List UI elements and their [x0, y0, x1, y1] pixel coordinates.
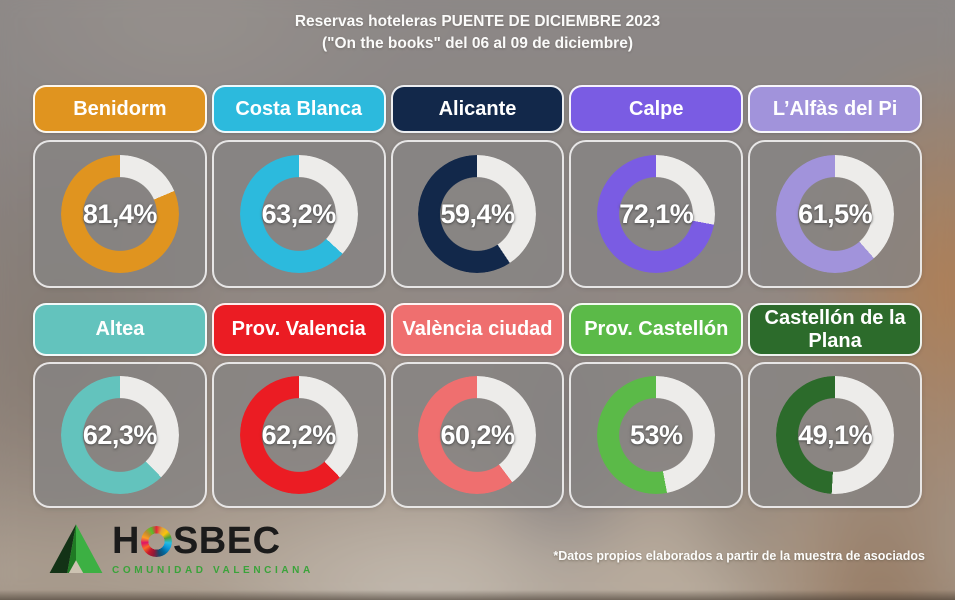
donut-card: 53%: [569, 362, 744, 508]
donut-chart: 61,5%: [776, 155, 895, 273]
donut-chart: 49,1%: [776, 376, 895, 494]
donut-ring: [239, 155, 358, 273]
donut-card: 63,2%: [211, 140, 386, 288]
donut-ring: [776, 376, 895, 494]
donut-card: 59,4%: [390, 140, 565, 288]
donut-card: 49,1%: [748, 362, 922, 508]
donut-ring: [418, 155, 537, 273]
donut-ring: [597, 155, 716, 273]
donut-chart: 59,4%: [418, 155, 537, 273]
donut-chart: 62,2%: [239, 376, 358, 494]
region-header: L’Alfàs del Pi: [748, 85, 922, 133]
donut-chart: 72,1%: [597, 155, 716, 273]
donut-value-label: 53%: [630, 419, 683, 450]
region-header: Calpe: [569, 85, 744, 133]
sdg-ring-icon: [140, 525, 172, 557]
region-header: València ciudad: [390, 303, 565, 356]
donut-card: 62,2%: [211, 362, 386, 508]
donut-card: 61,5%: [748, 140, 922, 288]
brand-word-left: H: [112, 520, 140, 562]
donut-chart: 62,3%: [60, 376, 179, 494]
donut-ring: [60, 376, 179, 494]
donut-value-label: 63,2%: [261, 198, 337, 229]
region-header: Alicante: [390, 85, 565, 133]
donut-ring: [776, 155, 895, 273]
brand-word: H SBEC: [112, 522, 314, 560]
region-name: Prov. Castellón: [584, 318, 729, 341]
donut-value-label: 49,1%: [798, 419, 873, 450]
donut-ring: [418, 376, 537, 494]
region-header: Castellón de la Plana: [748, 303, 922, 356]
region-header: Costa Blanca: [211, 85, 386, 133]
region-header: Altea: [33, 303, 207, 356]
region-header: Prov. Castellón: [569, 303, 744, 356]
donut-card: 81,4%: [33, 140, 207, 288]
region-name: Castellón de la Plana: [764, 307, 906, 352]
donut-value-label: 62,2%: [261, 419, 337, 450]
region-header: Prov. Valencia: [211, 303, 386, 356]
bottom-shadow: [0, 590, 955, 600]
title-line-1: Reservas hoteleras PUENTE DE DICIEMBRE 2…: [294, 13, 661, 30]
region-header: Benidorm: [33, 85, 207, 133]
donut-ring: [239, 376, 358, 494]
donut-chart: 60,2%: [418, 376, 537, 494]
region-name: Calpe: [629, 97, 684, 120]
logo-triangle-icon: [48, 518, 104, 580]
donut-chart: 81,4%: [60, 155, 179, 273]
region-name: Altea: [95, 318, 145, 341]
brand-subtitle: COMUNIDAD VALENCIANA: [112, 565, 314, 576]
region-name: Benidorm: [73, 97, 167, 120]
donut-chart: 53%: [597, 376, 716, 494]
cards-grid: Benidorm 81,4% Costa Blanca 63,2% Alicante 59…: [33, 85, 922, 508]
donut-value-label: 59,4%: [440, 198, 515, 229]
brand-block: H SBEC COMUNIDAD VALENCIANA: [112, 518, 314, 576]
region-name: Costa Blanca: [235, 97, 363, 120]
donut-value-label: 62,3%: [82, 419, 158, 450]
donut-card: 60,2%: [390, 362, 565, 508]
region-name: Alicante: [438, 97, 517, 120]
infographic-title: Reservas hoteleras PUENTE DE DICIEMBRE 2…: [0, 11, 955, 56]
donut-ring: [597, 376, 716, 494]
footnote: *Datos propios elaborados a partir de la…: [553, 549, 925, 563]
region-name: Prov. Valencia: [231, 318, 366, 341]
region-name: València ciudad: [402, 318, 553, 341]
donut-value-label: 81,4%: [82, 198, 158, 229]
donut-value-label: 72,1%: [619, 198, 694, 229]
donut-value-label: 61,5%: [798, 198, 873, 229]
donut-card: 62,3%: [33, 362, 207, 508]
donut-chart: 63,2%: [239, 155, 358, 273]
donut-value-label: 60,2%: [440, 419, 515, 450]
donut-ring: [60, 155, 179, 273]
title-line-2: ("On the books" del 06 al 09 de diciembr…: [321, 35, 633, 53]
donut-card: 72,1%: [569, 140, 744, 288]
region-name: L’Alfàs del Pi: [772, 97, 898, 120]
hosbec-logo: H SBEC COMUNIDAD VALENCIANA: [48, 518, 314, 580]
brand-word-right: SBEC: [172, 520, 281, 562]
